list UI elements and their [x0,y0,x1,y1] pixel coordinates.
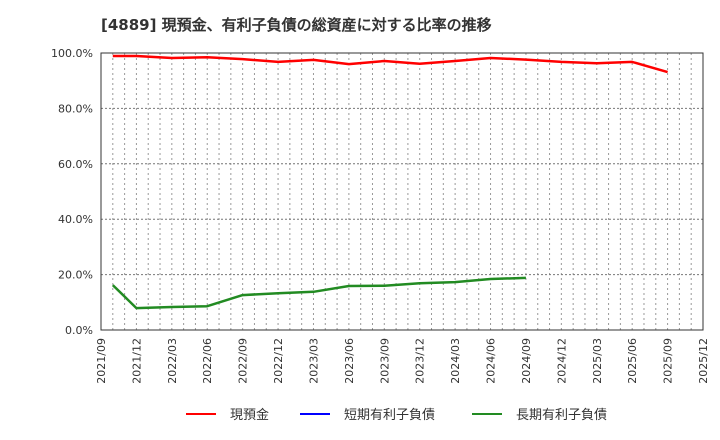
x-tick-label: 2024/12 [555,338,568,384]
x-tick-label: 2024/09 [520,338,533,384]
x-tick-label: 2022/03 [166,338,179,384]
legend-item-long-term-debt: 長期有利子負債 [472,404,607,423]
x-tick-label: 2021/09 [95,338,108,384]
y-axis: 0.0% 20.0% 40.0% 60.0% 80.0% 100.0% [51,47,93,337]
x-tick-label: 2024/06 [485,338,498,384]
x-tick-label: 2023/03 [307,338,320,384]
legend-item-short-term-debt: 短期有利子負債 [300,404,435,423]
y-tick-label: 80.0% [58,102,93,115]
x-tick-label: 2024/03 [449,338,462,384]
series-line [111,276,526,310]
y-tick-label: 40.0% [58,213,93,226]
x-axis: 2021/09 2021/12 2022/03 2022/06 2022/09 2022/… [95,338,710,384]
y-tick-label: 100.0% [51,47,93,60]
chart-title: [4889] 現預金、有利子負債の総資産に対する比率の推移 [101,16,492,34]
legend-label: 現預金 [230,408,270,423]
series-line [112,54,668,74]
x-tick-label: 2022/12 [272,338,285,384]
legend-label: 長期有利子負債 [516,408,608,423]
legend-swatch-green [472,412,502,415]
x-tick-label: 2023/12 [414,338,427,384]
x-tick-label: 2025/06 [626,338,639,384]
x-tick-label: 2025/12 [697,338,710,384]
x-tick-label: 2023/09 [378,338,391,384]
x-tick-label: 2023/06 [343,338,356,384]
x-tick-label: 2022/09 [237,338,250,384]
data-series [111,54,668,310]
legend-label: 短期有利子負債 [344,408,436,423]
x-tick-label: 2025/03 [591,338,604,384]
y-tick-label: 20.0% [58,269,93,282]
x-tick-label: 2021/12 [130,338,143,384]
x-tick-label: 2022/06 [201,338,214,384]
legend-swatch-red [186,412,216,415]
legend: 現預金 短期有利子負債 長期有利子負債 [0,404,720,428]
y-tick-label: 0.0% [65,324,93,337]
legend-item-cash: 現預金 [186,404,269,423]
legend-swatch-blue [300,412,330,415]
grid-lines [101,53,703,330]
plot-frame [100,52,704,331]
x-tick-label: 2025/09 [662,338,675,384]
y-tick-label: 60.0% [58,158,93,171]
